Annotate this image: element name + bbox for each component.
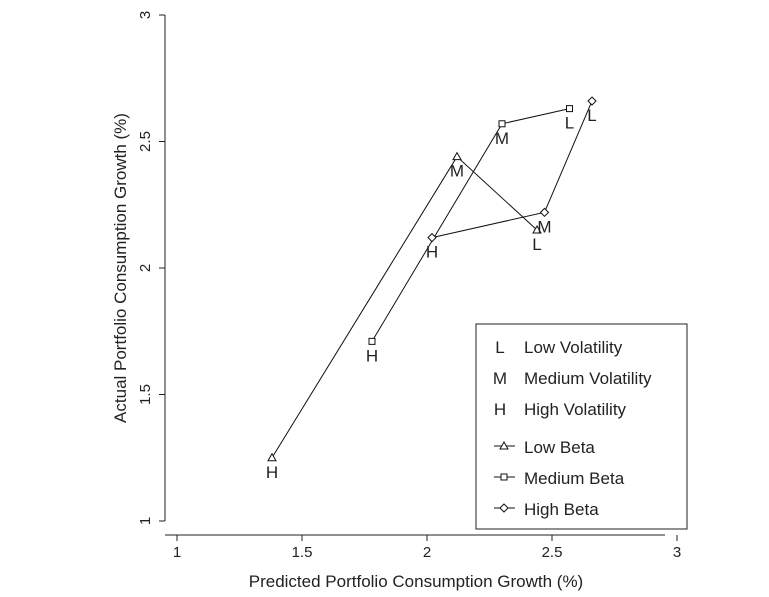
diamond-marker — [499, 503, 509, 513]
series-square: HML — [366, 105, 574, 365]
point-label: L — [565, 114, 574, 133]
legend-symbol: L — [495, 338, 504, 357]
legend-series-label: Medium Beta — [524, 469, 625, 488]
legend-series-label: Low Beta — [524, 438, 595, 457]
legend-text: High Volatility — [524, 400, 627, 419]
x-tick-label: 3 — [673, 544, 681, 561]
triangle-marker — [532, 225, 542, 234]
point-label: H — [366, 346, 378, 365]
y-tick-label: 2 — [137, 264, 154, 272]
legend-box — [475, 323, 688, 530]
legend: L Low Volatility M Medium Volatility H High V… — [475, 323, 688, 530]
triangle-marker — [452, 151, 462, 161]
diamond-marker — [427, 232, 437, 243]
y-tick-label: 2.5 — [137, 131, 154, 152]
legend-symbol: H — [494, 400, 506, 419]
triangle-marker — [499, 440, 509, 450]
point-label: M — [495, 129, 509, 148]
diamond-marker — [539, 207, 550, 218]
square-marker — [566, 105, 573, 113]
y-tick-label: 1.5 — [137, 384, 154, 405]
triangle-marker — [267, 452, 277, 462]
legend-series-label: High Beta — [524, 500, 599, 519]
x-tick-label: 1 — [173, 544, 181, 561]
series-diamond: HML — [426, 96, 597, 262]
legend-text: Medium Volatility — [524, 369, 652, 388]
y-tick-label: 3 — [137, 11, 154, 19]
legend-text: Low Volatility — [524, 338, 623, 357]
x-tick-label: 2.5 — [542, 544, 563, 561]
series-triangle: HML — [266, 151, 542, 482]
y-axis-label: Actual Portfolio Consumption Growth (%) — [111, 113, 130, 423]
x-tick-label: 1.5 — [292, 544, 313, 561]
square-marker — [500, 473, 508, 481]
y-tick-label: 1 — [137, 517, 154, 525]
point-label: M — [537, 217, 551, 236]
point-label: H — [266, 463, 278, 482]
axes: 1 1.5 2 2.5 3 1 1.5 2 2.5 3 — [137, 11, 681, 561]
x-axis-label: Predicted Portfolio Consumption Growth (… — [249, 572, 583, 591]
legend-symbol: M — [493, 369, 507, 388]
point-label: L — [532, 235, 541, 254]
point-label: L — [587, 106, 596, 125]
x-tick-label: 2 — [423, 544, 431, 561]
square-marker — [368, 337, 376, 345]
square-marker — [498, 120, 506, 128]
point-label: H — [426, 243, 438, 262]
diamond-marker — [587, 96, 597, 106]
point-label: M — [450, 162, 464, 181]
